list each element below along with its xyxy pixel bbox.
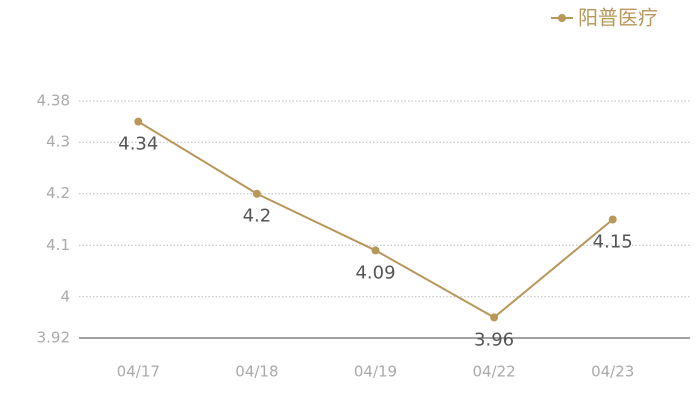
y-tick-label: 3.92 <box>37 329 70 347</box>
point <box>134 117 143 126</box>
x-tick-label: 04/23 <box>591 363 634 381</box>
x-tick-label: 04/17 <box>117 363 160 381</box>
y-tick-label: 4 <box>60 287 70 305</box>
point <box>608 215 617 224</box>
point <box>252 189 261 198</box>
x-tick-label: 04/19 <box>354 363 397 381</box>
data-label: 4.34 <box>118 134 158 155</box>
data-label: 4.09 <box>355 262 395 283</box>
y-tick-label: 4.1 <box>46 236 70 254</box>
y-tick-label: 4.2 <box>46 184 70 202</box>
x-tick-label: 04/22 <box>472 363 515 381</box>
y-tick-label: 4.38 <box>37 92 70 110</box>
data-label: 4.2 <box>243 206 272 227</box>
line <box>137 120 614 319</box>
data-label: 3.96 <box>474 329 514 350</box>
data-label: 4.15 <box>593 232 633 253</box>
point <box>371 246 380 255</box>
point <box>490 313 499 322</box>
legend-label: 阳普医疗 <box>578 6 658 30</box>
x-tick-label: 04/18 <box>235 363 278 381</box>
y-tick-label: 4.3 <box>46 133 70 151</box>
legend-marker <box>558 14 566 22</box>
